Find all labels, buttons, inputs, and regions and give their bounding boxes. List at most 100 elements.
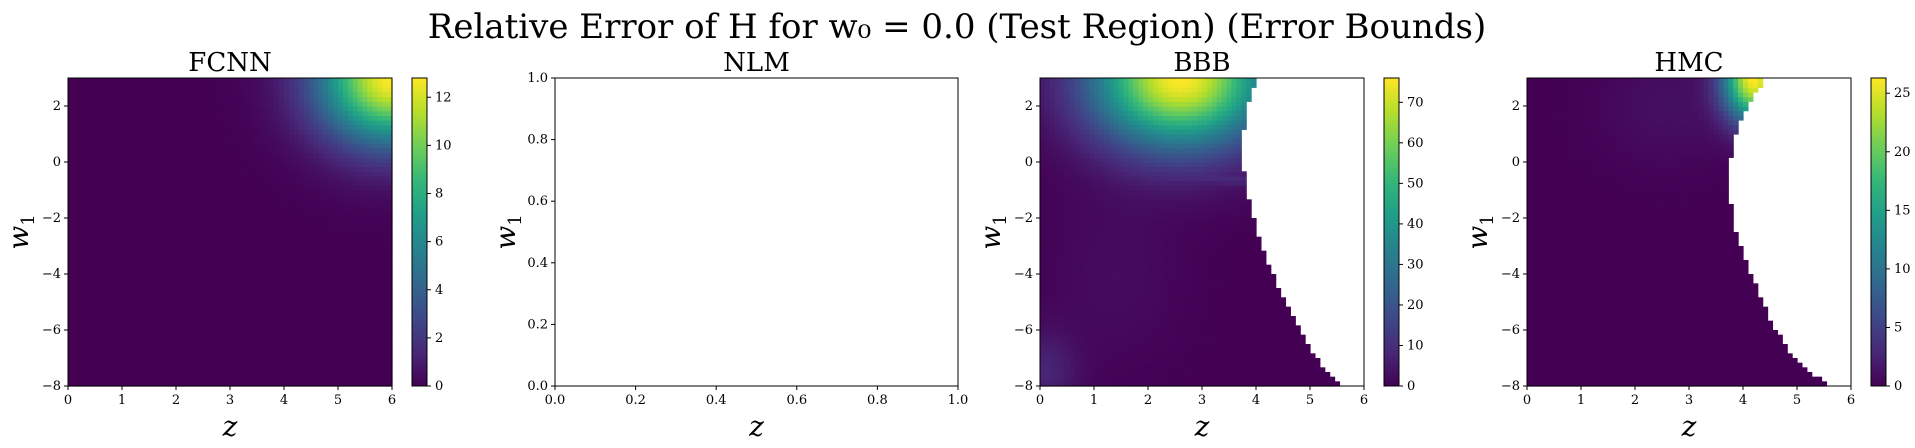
heatmap-cell <box>210 92 216 98</box>
heatmap-cell <box>362 348 369 354</box>
heatmap-cell <box>274 362 280 368</box>
heatmap-cell <box>77 87 84 93</box>
heatmap-cell <box>166 278 172 284</box>
heatmap-cell <box>333 162 339 168</box>
heatmap-cell <box>82 381 89 387</box>
heatmap-cell <box>249 185 256 191</box>
heatmap-cell <box>313 283 319 289</box>
heatmap-cell <box>126 320 133 326</box>
heatmap-cell <box>92 339 99 345</box>
heatmap-cell <box>249 362 256 368</box>
heatmap-cell <box>1108 381 1115 387</box>
heatmap-cell <box>362 246 369 252</box>
heatmap-cell <box>1098 344 1105 350</box>
heatmap-cell <box>372 269 378 275</box>
heatmap-cell <box>161 213 167 219</box>
heatmap-cell <box>239 101 246 107</box>
heatmap-cell <box>387 306 393 312</box>
heatmap-cell <box>122 367 128 373</box>
heatmap-cell <box>377 157 383 163</box>
heatmap-cell <box>308 82 315 88</box>
heatmap-cell <box>254 190 261 196</box>
heatmap-cell <box>308 218 315 224</box>
heatmap-cell <box>298 227 305 233</box>
heatmap-cell <box>328 124 334 130</box>
heatmap-cell <box>387 246 393 252</box>
heatmap-cell <box>195 274 202 280</box>
heatmap-cell <box>166 264 172 270</box>
heatmap-cell <box>136 227 143 233</box>
heatmap-cell <box>97 180 103 186</box>
heatmap-cell <box>244 283 251 289</box>
heatmap-cell <box>269 246 275 252</box>
heatmap-cell <box>1148 353 1154 359</box>
heatmap-cell <box>146 106 153 112</box>
heatmap-cell <box>72 297 79 303</box>
heatmap-cell <box>342 218 349 224</box>
heatmap-cell <box>107 180 113 186</box>
heatmap-cell <box>239 115 246 121</box>
heatmap-cell <box>1094 344 1100 350</box>
heatmap-cell <box>131 222 138 228</box>
heatmap-cell <box>298 218 305 224</box>
heatmap-cell <box>1167 353 1174 359</box>
heatmap-cell <box>161 82 167 88</box>
heatmap-cell <box>254 358 261 364</box>
heatmap-cell <box>1133 362 1139 368</box>
heatmap-cell <box>92 311 99 317</box>
heatmap-cell <box>293 236 300 242</box>
heatmap-cell <box>259 353 265 359</box>
heatmap-cell <box>107 96 113 102</box>
heatmap-cell <box>126 264 133 270</box>
heatmap-cell <box>171 353 177 359</box>
heatmap-cell <box>136 246 143 252</box>
heatmap-cell <box>313 278 319 284</box>
heatmap-cell <box>342 339 349 345</box>
heatmap-cell <box>318 120 324 126</box>
heatmap-cell <box>279 334 285 340</box>
heatmap-cell <box>220 180 226 186</box>
heatmap-cell <box>97 362 103 368</box>
heatmap-cell <box>190 185 197 191</box>
heatmap-cell <box>151 288 157 294</box>
heatmap-cell <box>215 218 221 224</box>
heatmap-cell <box>288 134 295 140</box>
heatmap-cell <box>362 138 369 144</box>
heatmap-cell <box>117 87 123 93</box>
heatmap-cell <box>107 148 113 154</box>
heatmap-cell <box>284 129 290 135</box>
heatmap-cell <box>284 297 290 303</box>
heatmap-cell <box>1295 367 1301 373</box>
heatmap-cell <box>338 138 344 144</box>
heatmap-cell <box>352 162 359 168</box>
heatmap-cell <box>338 101 344 107</box>
heatmap-cell <box>352 110 359 116</box>
heatmap-cell <box>102 180 108 186</box>
heatmap-cell <box>357 316 364 322</box>
heatmap-cell <box>117 124 123 130</box>
heatmap-cell <box>293 78 300 84</box>
heatmap-cell <box>1275 353 1282 359</box>
heatmap-cell <box>1192 358 1198 364</box>
heatmap-cell <box>333 288 339 294</box>
heatmap-cell <box>367 367 373 373</box>
heatmap-cell <box>176 376 182 382</box>
heatmap-cell <box>254 320 261 326</box>
heatmap-cell <box>102 143 108 149</box>
heatmap-cell <box>171 302 177 308</box>
heatmap-cell <box>87 110 94 116</box>
heatmap-cell <box>269 250 275 256</box>
heatmap-cell <box>122 138 128 144</box>
heatmap-cell <box>146 250 153 256</box>
heatmap-cell <box>131 344 138 350</box>
heatmap-cell <box>230 255 236 261</box>
heatmap-cell <box>1143 358 1149 364</box>
heatmap-cell <box>357 148 364 154</box>
heatmap-cell <box>1049 358 1056 364</box>
heatmap-cell <box>1040 362 1046 368</box>
heatmap-cell <box>1074 348 1080 354</box>
heatmap-cell <box>387 176 393 182</box>
heatmap-cell <box>195 222 202 228</box>
heatmap-cell <box>97 115 103 121</box>
heatmap-cell <box>244 124 251 130</box>
